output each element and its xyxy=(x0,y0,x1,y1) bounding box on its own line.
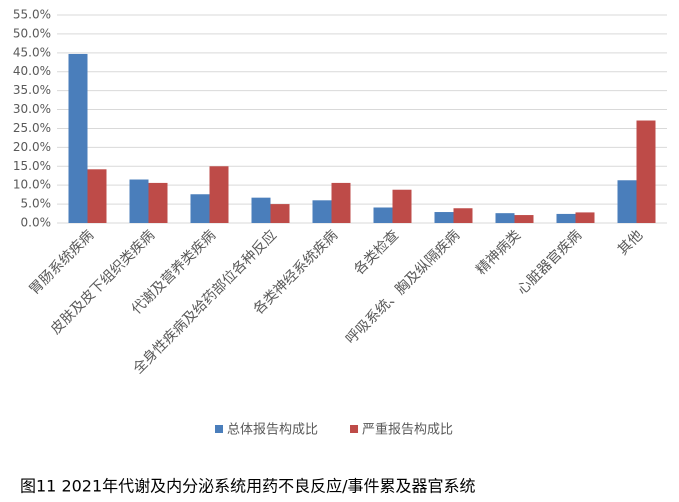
y-tick-label: 50.0% xyxy=(13,26,51,40)
bar xyxy=(331,182,351,223)
bar xyxy=(148,182,168,223)
bar xyxy=(190,194,210,223)
caption: 图11 2021年代谢及内分泌系统用药不良反应/事件累及器官系统 xyxy=(20,477,476,496)
y-tick-label: 10.0% xyxy=(13,178,51,192)
bar xyxy=(514,215,534,223)
legend-swatch xyxy=(350,425,359,433)
x-tick-label: 皮肤及皮下组织类疾病 xyxy=(48,227,158,337)
bar xyxy=(312,200,332,223)
legend-label: 严重报告构成比 xyxy=(362,422,453,438)
y-tick-label: 45.0% xyxy=(13,45,51,59)
bar xyxy=(434,212,454,223)
legend-label: 总体报告构成比 xyxy=(227,423,318,438)
bar xyxy=(129,179,149,223)
y-tick-label: 0.0% xyxy=(21,216,52,230)
bar xyxy=(453,208,473,223)
bar xyxy=(495,213,515,223)
bar xyxy=(373,207,393,223)
bar xyxy=(251,197,271,223)
bar xyxy=(575,212,595,223)
y-tick-label: 25.0% xyxy=(13,121,51,135)
y-tick-label: 35.0% xyxy=(13,83,51,97)
bar xyxy=(392,189,412,223)
y-tick-label: 40.0% xyxy=(13,64,51,78)
x-tick-label: 各类检查 xyxy=(351,227,402,278)
bar xyxy=(68,53,88,223)
x-tick-label: 精神病类 xyxy=(473,227,524,278)
x-tick-label: 其他 xyxy=(615,227,646,258)
y-tick-label: 5.0% xyxy=(21,197,52,211)
x-tick-label: 呼吸系统、胸及纵隔疾病 xyxy=(343,227,463,347)
bar xyxy=(270,204,290,223)
bar xyxy=(209,166,229,223)
y-tick-label: 15.0% xyxy=(13,159,51,173)
bar xyxy=(87,169,107,223)
y-tick-label: 20.0% xyxy=(13,140,51,154)
x-tick-label: 心脏器官疾病 xyxy=(514,227,585,298)
y-tick-label: 30.0% xyxy=(13,102,51,116)
bar xyxy=(617,180,637,223)
y-tick-label: 55.0% xyxy=(13,8,51,22)
bar xyxy=(636,120,656,223)
legend-swatch xyxy=(215,425,223,433)
bar xyxy=(556,213,576,223)
